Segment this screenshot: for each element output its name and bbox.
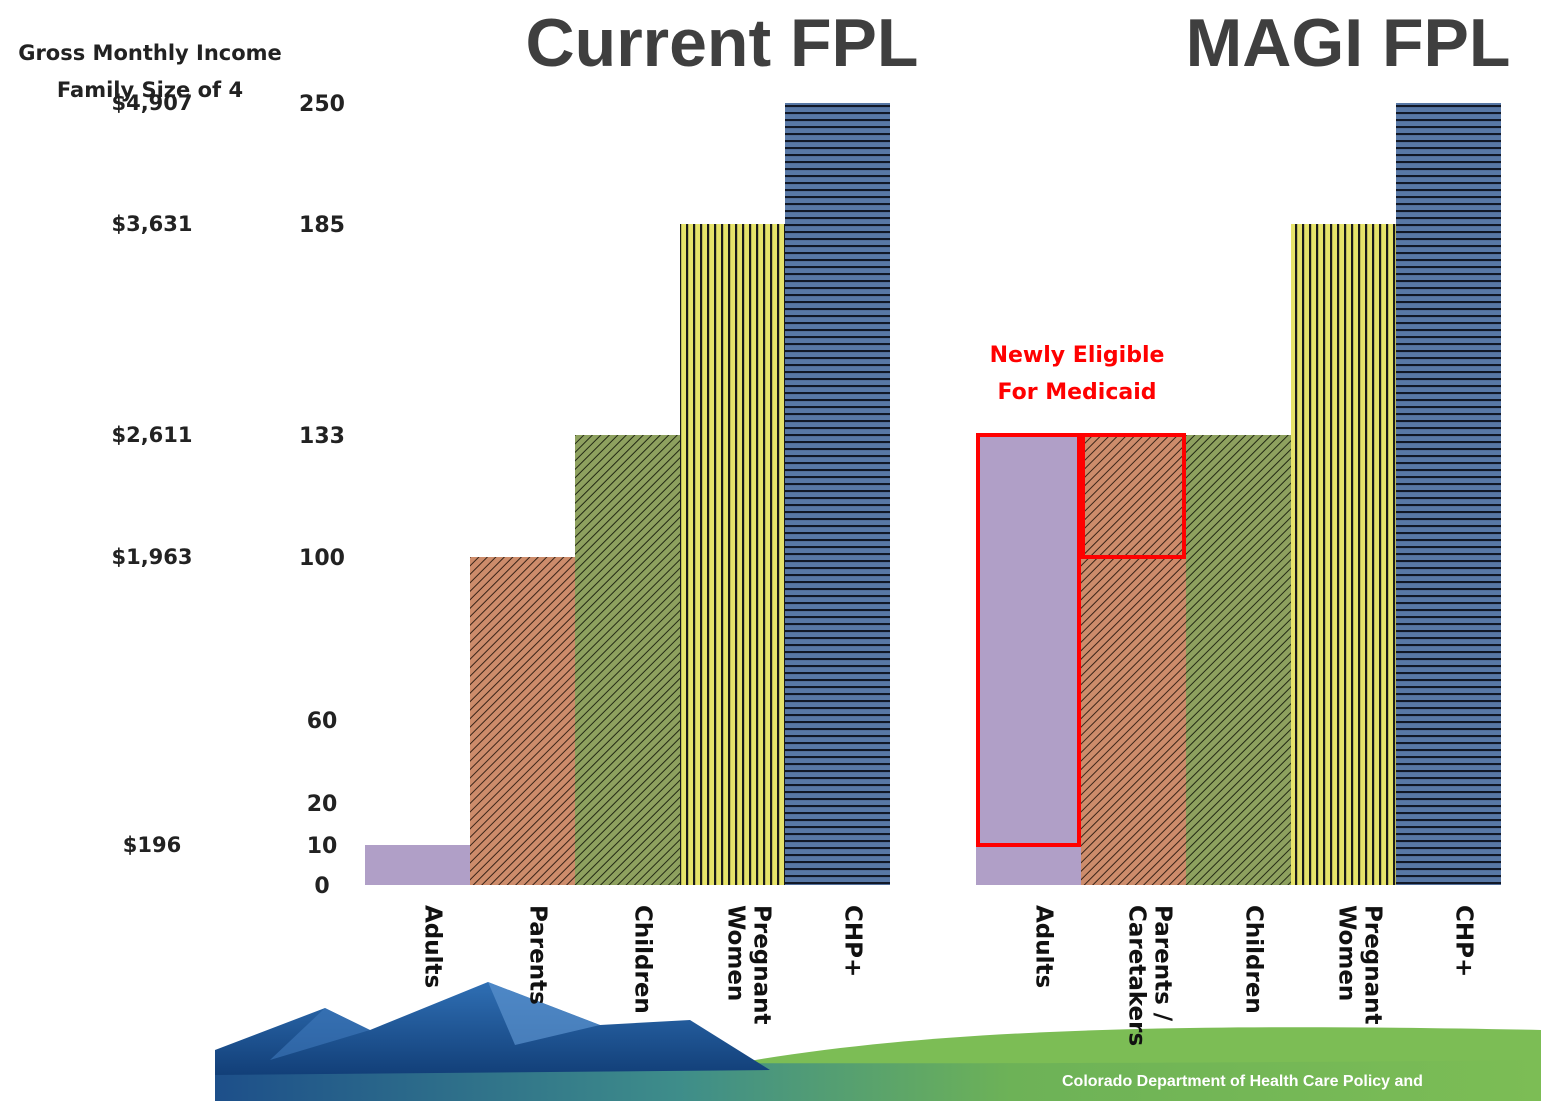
bar-current-children xyxy=(575,435,680,885)
income-tick-100: $1,963 xyxy=(111,545,192,569)
bar-magi-adults xyxy=(976,435,1081,885)
fpl-tick-133: 133 xyxy=(299,424,345,449)
category-label-magi-children: Children xyxy=(1241,905,1267,1014)
category-label-magi-parents-caretakers-2: Caretakers xyxy=(1124,905,1150,1046)
current-fpl-title: Current FPL xyxy=(526,5,919,81)
bar-magi-parents-caretakers xyxy=(1081,435,1186,885)
category-label-current-adults: Adults xyxy=(420,905,446,988)
category-label-magi-adults: Adults xyxy=(1031,905,1057,988)
fpl-axis: 0 10 20 60 100 133 185 250 xyxy=(299,92,345,899)
category-label-current-chp: CHP+ xyxy=(840,905,866,977)
income-header-line2: Family Size of 4 xyxy=(57,78,243,102)
current-fpl-bars xyxy=(365,103,890,885)
category-label-current-pregnant-women-1: Pregnant xyxy=(749,905,775,1025)
category-label-current-parents: Parents xyxy=(525,905,551,1005)
mountains xyxy=(215,982,770,1075)
fpl-tick-0: 0 xyxy=(314,874,329,899)
bar-current-chp xyxy=(785,103,890,885)
fpl-tick-250: 250 xyxy=(299,92,345,117)
fpl-tick-60: 60 xyxy=(307,709,338,734)
mountain-highlight xyxy=(488,982,600,1045)
category-label-magi-parents-caretakers-1: Parents / xyxy=(1150,905,1176,1022)
newly-eligible-box-adults xyxy=(976,433,1081,847)
mountain-highlight-2 xyxy=(270,1008,370,1060)
fpl-tick-100: 100 xyxy=(299,546,345,571)
income-axis: $4,907 $3,631 $2,611 $1,963 $196 xyxy=(111,91,192,857)
fpl-tick-20: 20 xyxy=(307,792,338,817)
bar-current-adults xyxy=(365,845,470,885)
income-tick-133: $2,611 xyxy=(111,423,192,447)
footer-text: Colorado Department of Health Care Polic… xyxy=(1062,1073,1423,1090)
income-tick-250: $4,907 xyxy=(111,91,192,115)
category-label-current-children: Children xyxy=(630,905,656,1014)
category-label-magi-pregnant-women-1: Pregnant xyxy=(1360,905,1386,1025)
newly-eligible-label-line1: Newly Eligible xyxy=(990,343,1165,368)
fpl-tick-10: 10 xyxy=(307,834,338,859)
bar-magi-chp xyxy=(1396,103,1501,885)
bar-current-pregnant-women xyxy=(680,224,785,885)
magi-fpl-title: MAGI FPL xyxy=(1186,5,1511,81)
newly-eligible-highlights xyxy=(976,433,1186,847)
newly-eligible-box-parents-caretakers xyxy=(1081,433,1186,559)
category-label-current-pregnant-women-2: Women xyxy=(723,905,749,1001)
magi-fpl-bars xyxy=(976,103,1501,885)
footer-landscape: Colorado Department of Health Care Polic… xyxy=(215,982,1541,1101)
fpl-tick-185: 185 xyxy=(299,213,345,238)
category-label-magi-pregnant-women-2: Women xyxy=(1334,905,1360,1001)
income-tick-185: $3,631 xyxy=(111,212,192,236)
bar-magi-pregnant-women xyxy=(1291,224,1396,885)
bar-magi-children xyxy=(1186,435,1291,885)
income-tick-10: $196 xyxy=(123,833,181,857)
newly-eligible-label-line2: For Medicaid xyxy=(997,380,1156,405)
bar-current-parents xyxy=(470,557,575,885)
income-header-line1: Gross Monthly Income xyxy=(18,41,282,65)
category-label-magi-chp: CHP+ xyxy=(1451,905,1477,977)
